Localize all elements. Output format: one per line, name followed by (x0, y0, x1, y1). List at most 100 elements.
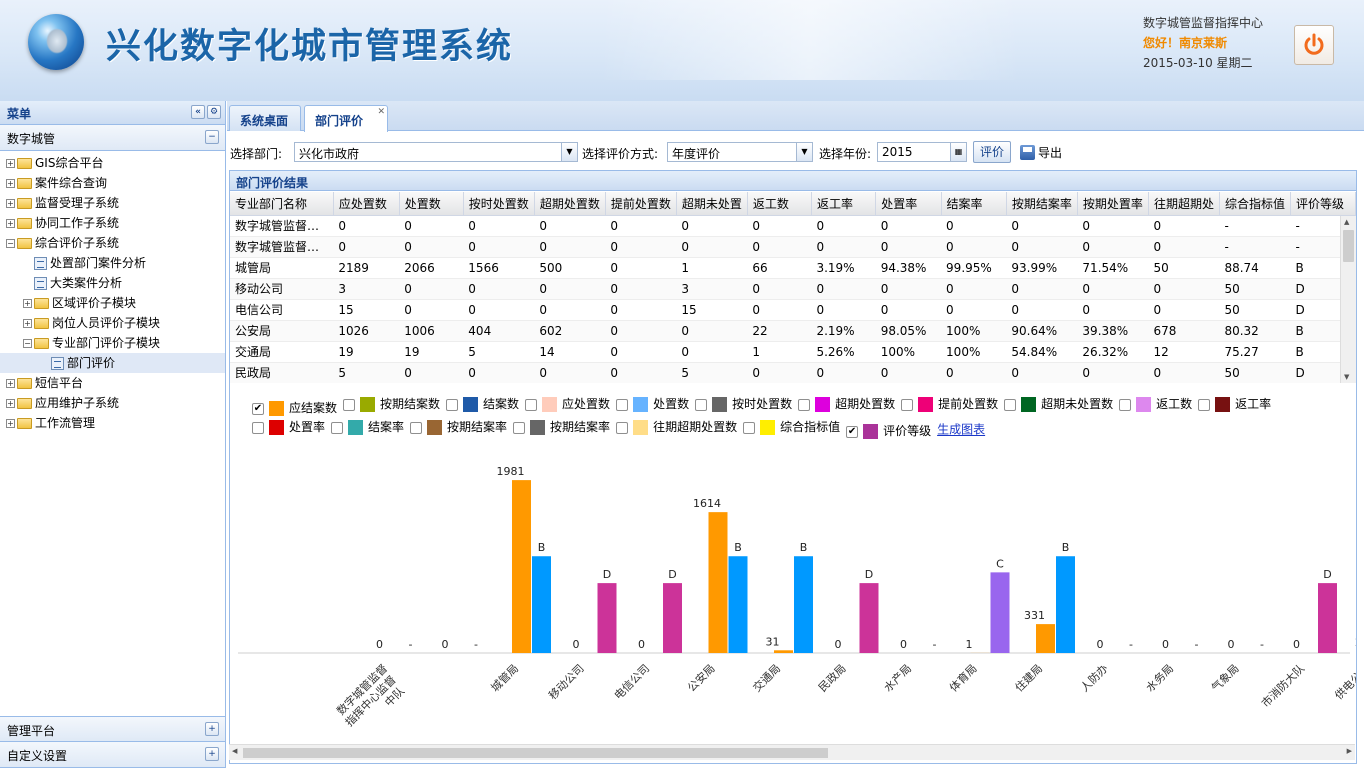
column-header[interactable]: 超期处置数 (534, 192, 606, 216)
table-row[interactable]: 移动公司 3 0 0 0 0 3 0 0 0 0 0 0 0 50 D (230, 278, 1356, 300)
legend-item[interactable]: ✔ 评价等级 (846, 422, 931, 441)
year-input[interactable]: 2015 ▦ (877, 142, 967, 162)
section-manage-platform[interactable]: 管理平台 + (0, 716, 225, 742)
legend-item[interactable]: 结案数 (446, 395, 519, 414)
sidebar-item[interactable]: − 综合评价子系统 (0, 233, 225, 253)
export-button[interactable]: 导出 (1020, 144, 1062, 161)
dept-select[interactable]: 兴化市政府 ▼ (294, 142, 578, 162)
section-digital-city[interactable]: 数字城管 − (0, 125, 225, 151)
column-header[interactable]: 处置率 (875, 192, 942, 216)
column-header[interactable]: 评价等级 (1290, 192, 1356, 216)
minus-icon[interactable]: − (205, 130, 219, 144)
column-header[interactable]: 结案率 (941, 192, 1007, 216)
legend-checkbox[interactable] (343, 398, 356, 411)
collapse-icon[interactable]: « (191, 105, 205, 119)
expand-icon[interactable]: + (6, 158, 15, 168)
legend-item[interactable]: 综合指标值 (743, 418, 840, 437)
sidebar-item[interactable]: + 短信平台 (0, 373, 225, 393)
mode-select[interactable]: 年度评价 ▼ (667, 142, 813, 162)
legend-checkbox[interactable] (331, 421, 344, 434)
sidebar-item[interactable]: 处置部门案件分析 (0, 253, 225, 273)
legend-checkbox[interactable] (252, 421, 264, 434)
column-header[interactable]: 返工率 (811, 192, 877, 216)
table-row[interactable]: 城管局 2189 2066 1566 500 0 1 66 3.19% 94.38% 99.95% 9… (230, 257, 1356, 279)
legend-checkbox[interactable] (525, 398, 538, 411)
legend-item[interactable]: 按期结案率 (513, 418, 610, 437)
gear-icon[interactable]: ⚙ (207, 105, 221, 119)
column-header[interactable]: 综合指标值 (1219, 192, 1291, 216)
legend-item[interactable]: 往期超期处置数 (616, 418, 737, 437)
sidebar-item[interactable]: + 区域评价子模块 (0, 293, 225, 313)
legend-item[interactable]: 按期结案率 (410, 418, 507, 437)
column-header[interactable]: 返工数 (747, 192, 812, 216)
sidebar-item[interactable]: + GIS综合平台 (0, 153, 225, 173)
section-custom-settings[interactable]: 自定义设置 + (0, 742, 225, 768)
column-header[interactable]: 处置数 (399, 192, 464, 216)
table-row[interactable]: 电信公司 15 0 0 0 0 15 0 0 0 0 0 0 0 50 D (230, 299, 1356, 321)
legend-item[interactable]: ✔ 应结案数 (252, 399, 337, 418)
legend-checkbox[interactable]: ✔ (252, 402, 264, 415)
column-header[interactable]: 按期处置率 (1077, 192, 1149, 216)
table-row[interactable]: 民政局 5 0 0 0 0 5 0 0 0 0 0 0 0 50 D (230, 362, 1356, 383)
sidebar-item[interactable]: + 监督受理子系统 (0, 193, 225, 213)
legend-checkbox[interactable] (695, 398, 708, 411)
legend-checkbox[interactable] (616, 421, 629, 434)
table-row[interactable]: 数字城管监督… 0 0 0 0 0 0 0 0 0 0 0 0 0- - (230, 215, 1356, 237)
generate-chart-link[interactable]: 生成图表 (937, 422, 986, 437)
legend-checkbox[interactable] (743, 421, 756, 434)
evaluate-button[interactable]: 评价 (973, 141, 1011, 163)
sidebar-item[interactable]: + 协同工作子系统 (0, 213, 225, 233)
legend-item[interactable]: 超期处置数 (798, 395, 895, 414)
collapse-icon[interactable]: − (23, 338, 32, 348)
legend-checkbox[interactable] (513, 421, 526, 434)
legend-item[interactable]: 返工率 (1198, 395, 1271, 414)
column-header[interactable]: 按期结案率 (1006, 192, 1078, 216)
column-header[interactable]: 超期未处置 (676, 192, 748, 216)
legend-checkbox[interactable] (1198, 398, 1211, 411)
sidebar-item[interactable]: + 岗位人员评价子模块 (0, 313, 225, 333)
legend-item[interactable]: 结案率 (331, 418, 404, 437)
expand-icon[interactable]: + (6, 418, 15, 428)
column-header[interactable]: 按时处置数 (463, 192, 535, 216)
legend-checkbox[interactable] (446, 398, 459, 411)
tab-desktop[interactable]: 系统桌面 (229, 105, 301, 131)
legend-item[interactable]: 返工数 (1119, 395, 1192, 414)
sidebar-item[interactable]: + 应用维护子系统 (0, 393, 225, 413)
expand-icon[interactable]: + (6, 178, 15, 188)
expand-icon[interactable]: + (6, 398, 15, 408)
legend-item[interactable]: 处置率 (252, 418, 325, 437)
table-row[interactable]: 交通局 19 19 5 14 0 0 1 5.26% 100% 100% 54.84% 26.32% 12… (230, 341, 1356, 363)
legend-checkbox[interactable]: ✔ (846, 425, 859, 438)
legend-checkbox[interactable] (901, 398, 914, 411)
table-row[interactable]: 公安局 1026 1006 404 602 0 0 22 2.19% 98.05% 100% 90.6… (230, 320, 1356, 342)
tab-dept-eval[interactable]: 部门评价 ✕ (304, 105, 388, 132)
sidebar-item[interactable]: 部门评价 (0, 353, 225, 373)
sidebar-item[interactable]: + 案件综合查询 (0, 173, 225, 193)
expand-icon[interactable]: + (23, 298, 32, 308)
expand-icon[interactable]: + (23, 318, 32, 328)
column-header[interactable]: 提前处置数 (605, 192, 677, 216)
legend-item[interactable]: 按期结案数 (343, 395, 440, 414)
logout-button[interactable] (1294, 25, 1334, 65)
legend-item[interactable]: 处置数 (616, 395, 689, 414)
legend-item[interactable]: 提前处置数 (901, 395, 998, 414)
sidebar-item[interactable]: + 工作流管理 (0, 413, 225, 433)
legend-item[interactable]: 超期未处置数 (1004, 395, 1113, 414)
collapse-icon[interactable]: − (6, 238, 15, 248)
legend-checkbox[interactable] (410, 421, 423, 434)
column-header[interactable]: 往期超期处 (1148, 192, 1220, 216)
legend-checkbox[interactable] (798, 398, 811, 411)
expand-icon[interactable]: + (6, 218, 15, 228)
legend-item[interactable]: 按时处置数 (695, 395, 792, 414)
legend-item[interactable]: 应处置数 (525, 395, 610, 414)
column-header[interactable]: 专业部门名称 (230, 192, 334, 216)
expand-icon[interactable]: + (6, 198, 15, 208)
table-row[interactable]: 数字城管监督… 0 0 0 0 0 0 0 0 0 0 0 0 0- - (230, 236, 1356, 258)
close-icon[interactable]: ✕ (377, 107, 385, 117)
calendar-icon[interactable]: ▦ (950, 143, 966, 161)
horizontal-scrollbar[interactable]: ◀ ▶ (229, 744, 1355, 760)
column-header[interactable]: 应处置数 (333, 192, 400, 216)
expand-icon[interactable]: + (6, 378, 15, 388)
legend-checkbox[interactable] (616, 398, 629, 411)
plus-icon[interactable]: + (205, 722, 219, 736)
